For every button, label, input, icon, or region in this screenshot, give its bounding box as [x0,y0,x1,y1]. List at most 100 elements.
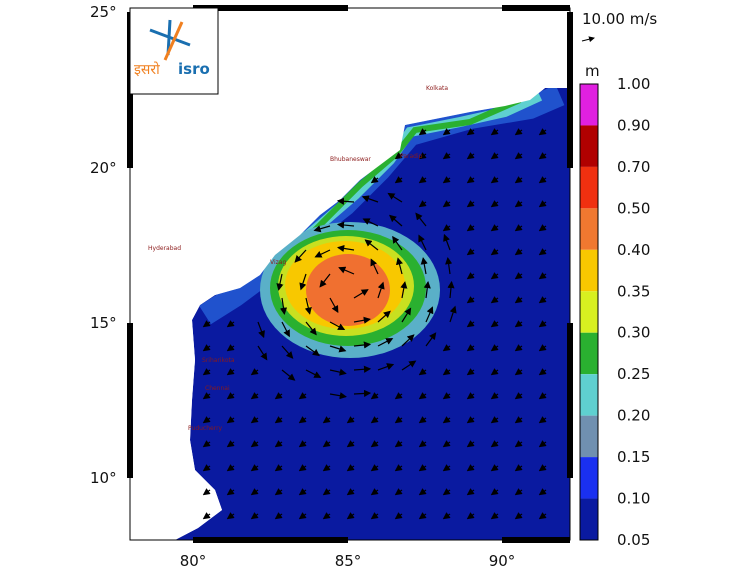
current-vector [394,488,403,496]
current-vector [226,464,235,472]
current-vector [226,512,235,520]
current-vector [202,464,211,472]
current-vector [514,464,523,472]
current-vector [538,176,547,184]
current-vector [346,416,355,424]
current-vector [281,321,290,338]
current-vector [490,296,499,304]
current-vector [389,214,403,227]
current-vector [466,488,475,496]
current-vector [336,197,355,205]
lon-label: 85° [335,552,362,570]
current-vector [466,320,475,328]
current-vector [322,512,331,520]
current-vector [418,234,427,251]
current-vector [401,360,417,371]
colorbar-swatch [580,84,598,126]
colorbar-label: 0.35 [617,282,650,300]
current-vector [226,368,235,376]
current-vector [257,345,268,361]
current-vector [418,488,427,496]
current-vector [418,368,427,376]
current-vector [490,368,499,376]
current-vector [445,256,453,275]
colorbar-label: 0.30 [617,324,650,342]
current-vector [401,307,412,323]
current-vector [394,512,403,520]
current-vector [353,389,372,398]
current-vector [226,416,235,424]
current-vector [400,281,408,299]
city-label: Vizag [270,259,286,266]
vector-scale-label: 10.00 m/s [582,10,657,28]
current-vector [304,297,312,315]
current-vector [274,488,283,496]
city-label: Bhubaneswar [330,156,371,163]
current-vector [257,321,265,339]
colorbar: 1.00 0.90 0.70 0.50 0.40 0.35 0.30 0.25 0.20 0.15… [579,75,650,549]
current-vector [514,440,523,448]
current-vector [362,218,379,227]
frame-bar [502,537,570,543]
current-vector [394,152,403,160]
current-vector [336,221,355,229]
current-vector [274,464,283,472]
current-vector [418,392,427,400]
current-vector [418,512,427,520]
current-vector [298,440,307,448]
current-vector [538,392,547,400]
current-vector [442,440,451,448]
current-vector [202,512,211,520]
colorbar-label: 0.70 [617,158,650,176]
lat-label: 25° [90,3,117,21]
current-vector [442,128,451,136]
colorbar-label: 0.90 [617,116,650,134]
logo-hindi: इसरो [134,61,160,78]
current-vector [274,416,283,424]
colorbar-swatch [580,249,598,292]
colorbar-swatch [580,374,598,416]
current-vector [415,212,427,227]
current-vector [514,128,523,136]
current-vector [377,338,394,347]
colorbar-swatch [580,166,598,209]
current-vector [226,344,235,352]
current-vector [466,368,475,376]
current-vector [418,416,427,424]
current-vector [392,235,403,251]
current-vector [449,305,457,323]
current-vector [490,392,499,400]
logo-english: isro [178,60,210,78]
current-vector [442,344,451,352]
current-vector [353,341,372,349]
current-vector [226,392,235,400]
current-vector [418,440,427,448]
current-vector [250,416,259,424]
current-vector [314,249,331,258]
current-vector [329,321,346,331]
current-vector [442,488,451,496]
current-vector [514,200,523,208]
current-vector [279,297,288,316]
current-vector [538,320,547,328]
current-vector [420,257,428,275]
colorbar-swatch [580,332,598,375]
colorbar-unit: m [585,62,600,80]
current-vector [294,249,307,263]
current-vector [490,488,499,496]
current-vector [387,192,403,203]
current-vector [490,440,499,448]
frame-bar [127,323,133,478]
current-vector [322,488,331,496]
current-vector [514,152,523,160]
current-vector [514,272,523,280]
current-vector [299,273,307,291]
eddy-core [306,254,390,326]
current-vector [538,416,547,424]
lat-label: 15° [90,314,117,332]
current-vector [274,392,283,400]
current-vector [202,392,211,400]
logo: इसरो isro [129,7,219,95]
current-vector [313,225,331,233]
current-vector [538,200,547,208]
